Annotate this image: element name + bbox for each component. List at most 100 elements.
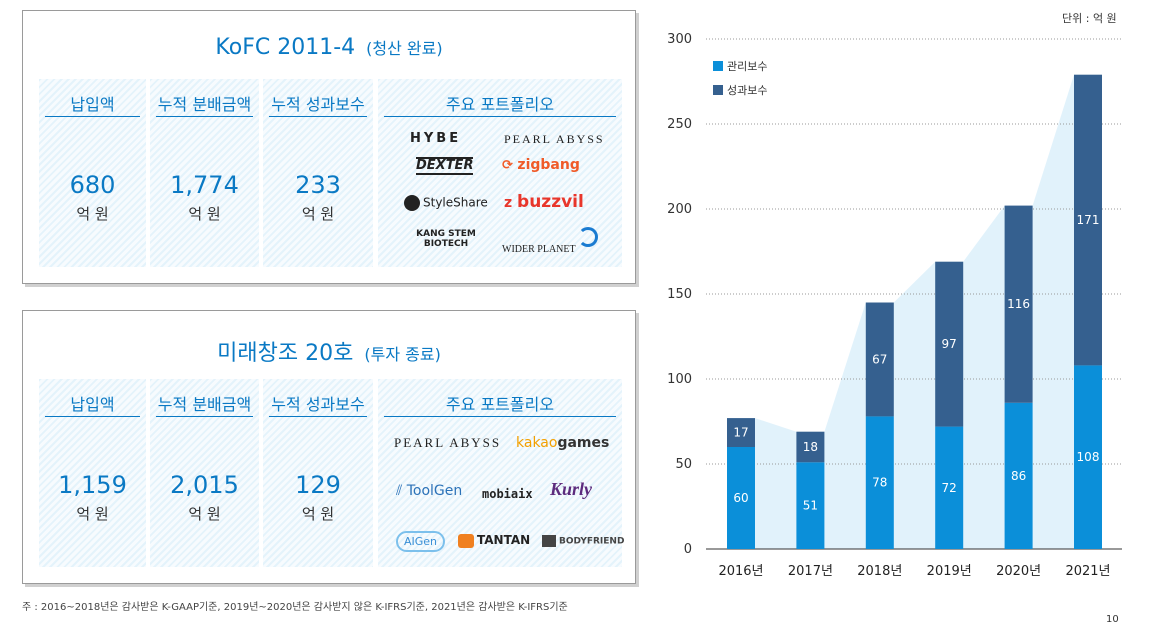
bodyfriend-icon [542, 535, 556, 547]
bar-management [1074, 365, 1102, 549]
column-unit: 억 원 [301, 205, 335, 223]
logo-pearl-abyss: PEARL ABYSS [394, 435, 502, 450]
styleshare-icon [404, 195, 420, 211]
column-unit: 억 원 [188, 205, 221, 223]
logo-kakaogames: kakaogames [516, 435, 609, 451]
column-value: 1,159 [58, 471, 127, 499]
column-unit: 억 원 [76, 505, 109, 523]
bar-management [865, 416, 894, 549]
x-tick-label: 2021년 [1065, 564, 1110, 579]
column-header: 납입액 [45, 91, 140, 117]
logo-buzzvil-text: buzzvil [517, 192, 584, 212]
logo-toolgen: ⫽ ToolGen [396, 483, 463, 499]
logo-zigbang-text: zigbang [517, 157, 580, 173]
y-tick-label: 300 [667, 32, 692, 47]
logo-toolgen-text: ToolGen [406, 483, 463, 499]
column-value: 1,774 [170, 171, 239, 199]
column-unit: 억 원 [188, 505, 221, 523]
logo-wider-planet: WIDER PLANET [502, 244, 576, 255]
distribution-column: 누적 분배금액 1,774 억 원 [150, 79, 259, 267]
paid-in-column: 납입액 680 억 원 [39, 79, 146, 267]
fund-title-text: 미래창조 20호 [217, 341, 354, 366]
bar-management [935, 426, 964, 549]
logo-styleshare-text: StyleShare [423, 195, 488, 210]
data-label-management: 51 [803, 499, 818, 513]
column-header: 납입액 [45, 391, 140, 417]
legend-item-performance: 성과보수 [713, 82, 767, 98]
fund-title: 미래창조 20호 (투자 종료) [23, 335, 635, 367]
data-label-performance: 171 [1077, 213, 1100, 227]
fund-title: KoFC 2011-4 (청산 완료) [23, 35, 635, 60]
x-tick-label: 2017년 [788, 564, 833, 579]
performance-fee-column: 누적 성과보수 129 억 원 [263, 379, 373, 567]
bar-performance [865, 302, 894, 417]
legend-label: 관리보수 [727, 60, 768, 73]
data-label-management: 86 [1011, 469, 1026, 483]
logo-kakao-text: kakao [516, 435, 558, 451]
bar-management [796, 462, 825, 549]
data-label-management: 72 [942, 481, 957, 495]
logo-tantan-text: TANTAN [477, 533, 531, 547]
data-label-performance: 17 [733, 426, 748, 440]
wider-planet-icon [578, 227, 598, 247]
distribution-column: 누적 분배금액 2,015 억 원 [150, 379, 259, 567]
bar-management [1004, 402, 1033, 549]
portfolio-column: 주요 포트폴리오 HYBE PEARL ABYSS DEXTER ⟳ zigba… [378, 79, 622, 267]
y-tick-label: 150 [667, 287, 692, 302]
data-label-management: 78 [872, 476, 887, 490]
logo-bodyfriend: BODYFRIEND [542, 535, 624, 547]
legend-swatch-management [713, 61, 723, 71]
legend-item-management: 관리보수 [713, 58, 767, 74]
logo-styleshare: StyleShare [404, 195, 488, 211]
logo-games-text: games [557, 435, 610, 451]
column-unit: 억 원 [76, 205, 109, 223]
page-number: 10 [1106, 614, 1119, 625]
bar-performance [935, 261, 964, 427]
legend-label: 성과보수 [727, 84, 768, 97]
column-value: 2,015 [170, 471, 239, 499]
x-tick-label: 2016년 [718, 564, 763, 579]
logo-pearl-abyss: PEARL ABYSS [504, 132, 605, 146]
logo-mobiaix: mobiaix [482, 487, 533, 501]
y-tick-label: 200 [667, 202, 692, 217]
data-label-performance: 116 [1007, 297, 1030, 311]
column-header: 누적 분배금액 [156, 391, 253, 417]
y-tick-label: 100 [667, 372, 692, 387]
trend-band [727, 74, 1102, 549]
unit-label: 단위 : 억 원 [1062, 12, 1117, 25]
column-header: 누적 성과보수 [269, 391, 367, 417]
bar-performance [727, 418, 755, 447]
logo-buzzvil: z buzzvil [504, 192, 584, 212]
data-label-performance: 67 [872, 352, 887, 366]
y-tick-label: 0 [684, 542, 692, 557]
data-label-performance: 97 [942, 337, 957, 351]
column-header: 누적 성과보수 [269, 91, 367, 117]
portfolio-column: 주요 포트폴리오 PEARL ABYSS kakaogames ⫽ ToolGe… [378, 379, 624, 567]
data-label-management: 60 [733, 491, 748, 505]
logo-hybe: HYBE [410, 131, 462, 146]
bar-performance [1074, 74, 1102, 366]
logo-zigbang: ⟳ zigbang [502, 157, 580, 173]
column-value: 129 [295, 471, 341, 499]
data-label-management: 108 [1077, 450, 1100, 464]
logo-kang-stem: KANG STEM BIOTECH [416, 229, 476, 249]
logo-aigen: AIGen [396, 531, 446, 552]
fund-card-mirae: 미래창조 20호 (투자 종료) 납입액 1,159 억 원 누적 분배금액 2… [22, 310, 636, 584]
logo-dexter: DEXTER [416, 157, 474, 175]
tantan-icon [458, 533, 474, 548]
fund-status: (청산 완료) [366, 39, 443, 58]
paid-in-column: 납입액 1,159 억 원 [39, 379, 146, 567]
data-label-performance: 18 [803, 440, 818, 454]
bar-management [727, 447, 755, 549]
y-tick-label: 250 [667, 117, 692, 132]
y-tick-label: 50 [675, 457, 692, 472]
column-header: 주요 포트폴리오 [384, 391, 616, 417]
column-header: 누적 분배금액 [156, 91, 253, 117]
fund-title-text: KoFC 2011-4 [215, 35, 356, 60]
logo-tantan: TANTAN [458, 533, 530, 548]
column-value: 233 [295, 171, 341, 199]
column-unit: 억 원 [301, 505, 335, 523]
column-header: 주요 포트폴리오 [384, 91, 616, 117]
performance-fee-column: 누적 성과보수 233 억 원 [263, 79, 373, 267]
